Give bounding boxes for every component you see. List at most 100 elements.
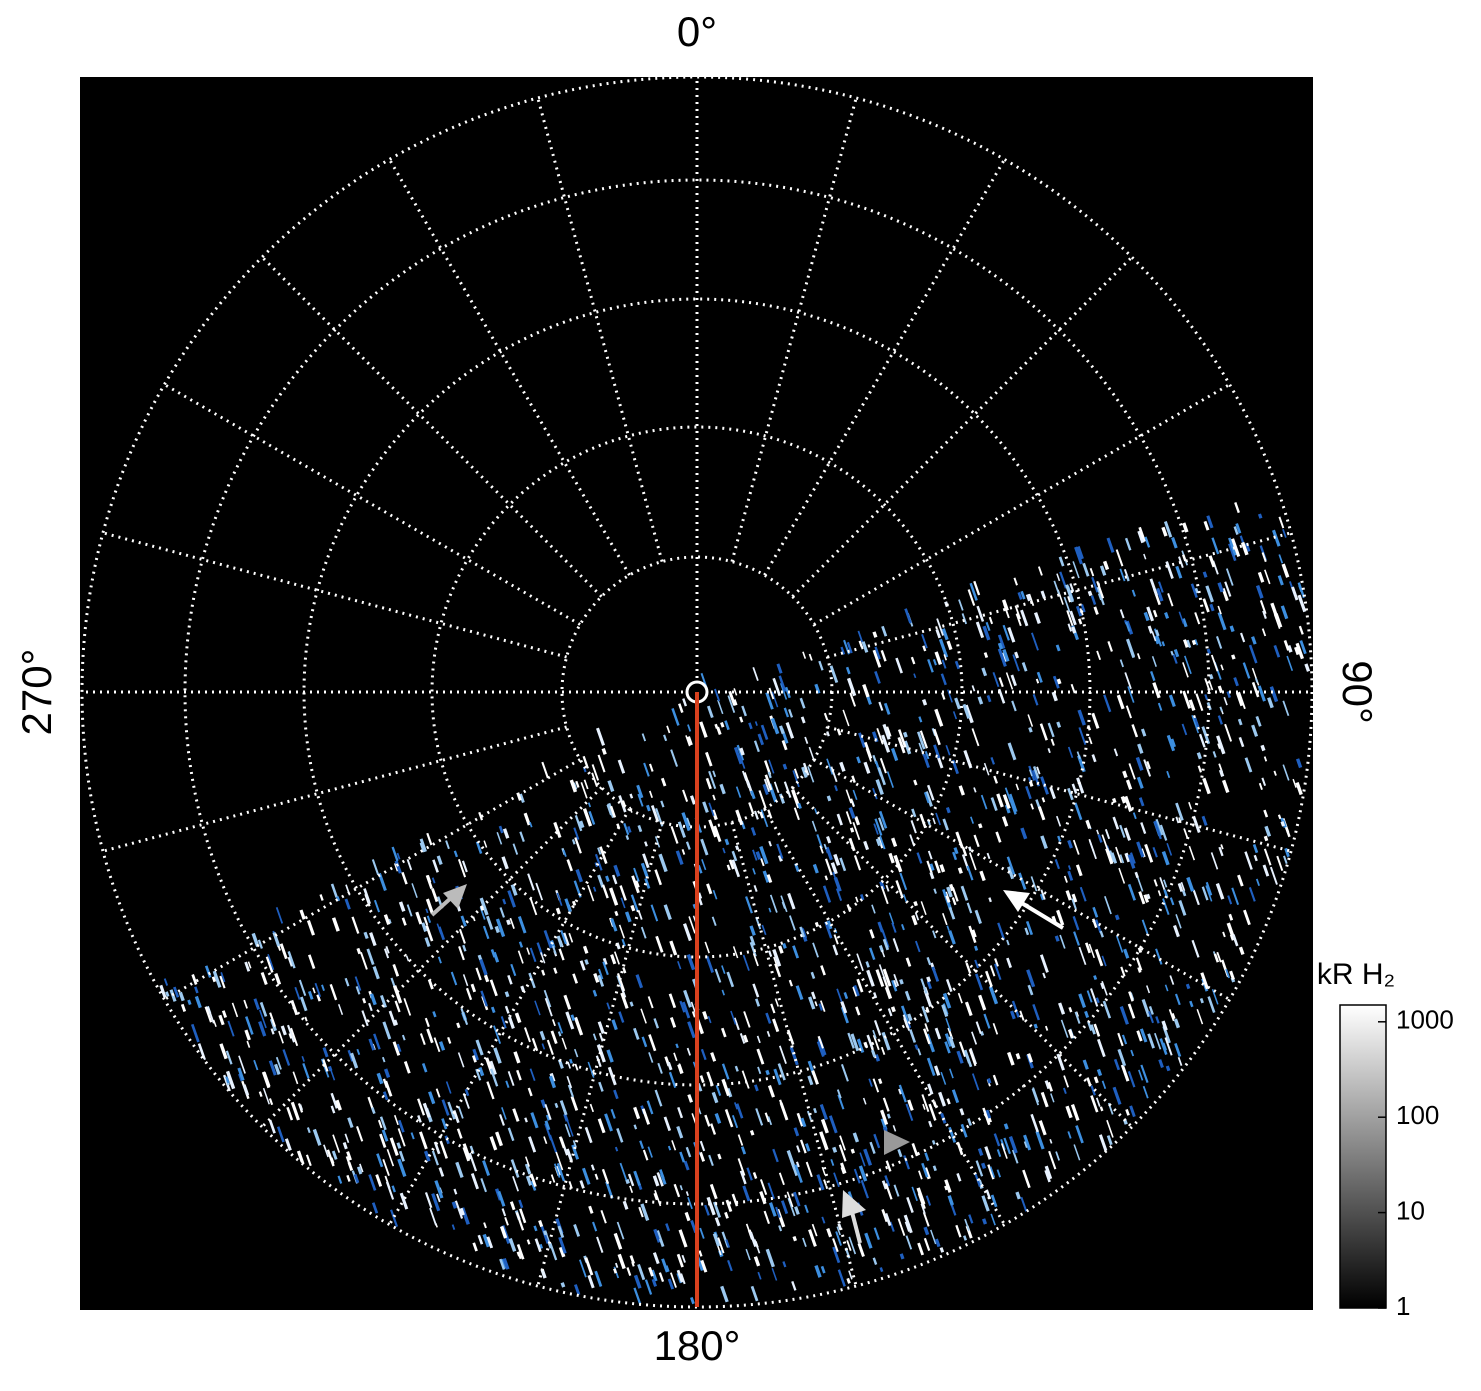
meridian	[813, 383, 1231, 626]
speckle	[525, 1175, 533, 1186]
speckle	[727, 1259, 733, 1272]
speckle	[1027, 984, 1034, 996]
speckle	[1120, 1064, 1130, 1082]
speckle	[849, 692, 857, 707]
speckle	[804, 1204, 809, 1214]
speckle	[458, 946, 465, 961]
speckle	[667, 1278, 675, 1290]
speckle	[981, 1162, 987, 1170]
speckle	[331, 917, 340, 932]
speckle	[1127, 883, 1136, 901]
speckle	[1156, 587, 1164, 602]
speckle	[644, 841, 648, 847]
speckle	[656, 1230, 665, 1248]
speckle	[826, 758, 834, 775]
speckle	[1161, 1020, 1168, 1031]
speckle	[1175, 565, 1183, 579]
speckle	[541, 1043, 546, 1050]
speckle	[864, 741, 873, 759]
speckle	[996, 1169, 1002, 1178]
speckle	[933, 888, 937, 894]
speckle	[1129, 648, 1136, 659]
speckle	[1229, 625, 1235, 633]
speckle	[1007, 866, 1015, 880]
speckle	[475, 841, 483, 854]
speckle	[560, 929, 567, 945]
speckle	[733, 1017, 740, 1031]
speckle	[1058, 1002, 1066, 1015]
speckle	[278, 1030, 284, 1044]
speckle	[566, 859, 573, 872]
speckle	[598, 1032, 604, 1042]
speckle	[754, 998, 761, 1007]
speckle	[517, 1252, 522, 1260]
speckle	[712, 794, 716, 801]
speckle	[392, 964, 400, 977]
speckle	[1191, 639, 1197, 646]
speckle	[1023, 1134, 1032, 1151]
speckle	[1131, 724, 1139, 738]
speckle	[750, 790, 756, 800]
speckle	[419, 838, 427, 853]
speckle	[557, 1022, 564, 1034]
speckle	[847, 1032, 855, 1049]
speckle	[932, 930, 937, 939]
speckle	[308, 990, 314, 1000]
speckle	[602, 957, 608, 966]
speckle	[392, 985, 403, 1004]
speckle	[1228, 537, 1237, 556]
speckle	[1021, 662, 1028, 672]
speckle	[942, 913, 948, 926]
meridian	[730, 822, 858, 1287]
speckle	[1277, 814, 1282, 820]
speckle	[1215, 882, 1225, 900]
speckle	[1304, 663, 1311, 672]
speckle	[1201, 815, 1208, 826]
speckle	[942, 888, 947, 897]
speckle	[1232, 934, 1239, 947]
speckle	[587, 1274, 595, 1289]
speckle	[709, 1183, 718, 1200]
speckle	[779, 682, 788, 700]
speckle	[1287, 645, 1293, 653]
speckle	[1244, 851, 1253, 870]
speckle	[509, 917, 515, 929]
speckle	[1173, 649, 1180, 658]
speckle	[760, 809, 769, 828]
speckle	[923, 1226, 930, 1236]
speckle	[774, 963, 782, 978]
speckle	[984, 1146, 992, 1160]
speckle	[1260, 744, 1266, 752]
speckle	[961, 613, 968, 625]
speckle	[724, 838, 730, 846]
speckle	[921, 1005, 930, 1023]
speckle	[884, 1183, 893, 1200]
speckle	[1148, 1011, 1154, 1024]
speckle	[1076, 751, 1081, 760]
speckle	[1191, 714, 1199, 734]
speckle	[835, 1231, 842, 1246]
speckle	[558, 948, 565, 961]
speckle	[753, 1239, 761, 1254]
speckle	[1067, 746, 1074, 759]
speckle	[734, 1065, 739, 1072]
speckle	[461, 860, 468, 873]
speckle	[1117, 1032, 1124, 1047]
speckle	[996, 1149, 1002, 1158]
speckle	[1153, 879, 1158, 887]
speckle	[652, 1175, 660, 1187]
speckle	[419, 1033, 426, 1046]
speckle	[1067, 787, 1074, 801]
speckle	[752, 953, 759, 967]
speckle	[706, 1196, 716, 1216]
speckle	[924, 750, 930, 760]
speckle	[786, 1150, 796, 1169]
speckle	[780, 1200, 789, 1215]
speckle	[1135, 756, 1144, 771]
speckle	[592, 1221, 598, 1232]
speckle	[529, 897, 538, 916]
speckle	[808, 653, 813, 661]
speckle	[1106, 1135, 1113, 1146]
speckle	[1299, 640, 1307, 655]
speckle	[726, 971, 735, 988]
